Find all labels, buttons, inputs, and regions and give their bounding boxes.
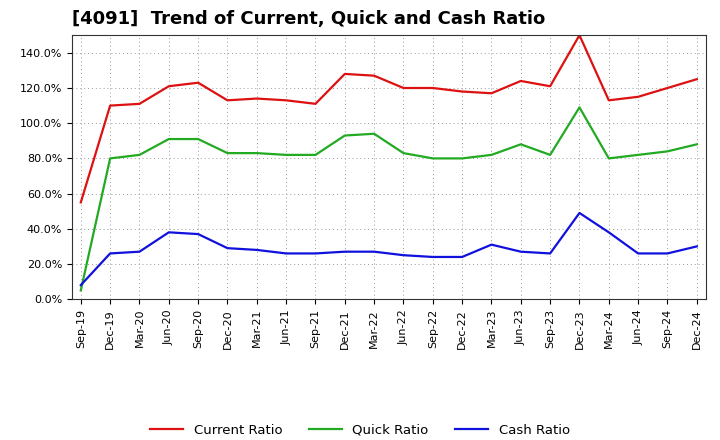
Quick Ratio — [487, 152, 496, 158]
Quick Ratio — [106, 156, 114, 161]
Cash Ratio — [663, 251, 672, 256]
Current Ratio — [458, 89, 467, 94]
Quick Ratio — [164, 136, 173, 142]
Cash Ratio — [76, 282, 85, 288]
Current Ratio — [575, 33, 584, 38]
Quick Ratio — [399, 150, 408, 156]
Line: Current Ratio: Current Ratio — [81, 35, 697, 202]
Current Ratio — [76, 200, 85, 205]
Current Ratio — [341, 71, 349, 77]
Quick Ratio — [223, 150, 232, 156]
Cash Ratio — [370, 249, 379, 254]
Quick Ratio — [341, 133, 349, 138]
Quick Ratio — [516, 142, 525, 147]
Quick Ratio — [370, 131, 379, 136]
Cash Ratio — [428, 254, 437, 260]
Legend: Current Ratio, Quick Ratio, Cash Ratio: Current Ratio, Quick Ratio, Cash Ratio — [145, 418, 575, 440]
Quick Ratio — [693, 142, 701, 147]
Current Ratio — [634, 94, 642, 99]
Quick Ratio — [575, 105, 584, 110]
Quick Ratio — [282, 152, 290, 158]
Cash Ratio — [546, 251, 554, 256]
Line: Quick Ratio: Quick Ratio — [81, 107, 697, 290]
Cash Ratio — [106, 251, 114, 256]
Cash Ratio — [634, 251, 642, 256]
Quick Ratio — [76, 288, 85, 293]
Quick Ratio — [135, 152, 144, 158]
Cash Ratio — [311, 251, 320, 256]
Cash Ratio — [164, 230, 173, 235]
Quick Ratio — [634, 152, 642, 158]
Cash Ratio — [253, 247, 261, 253]
Current Ratio — [106, 103, 114, 108]
Current Ratio — [487, 91, 496, 96]
Current Ratio — [370, 73, 379, 78]
Current Ratio — [428, 85, 437, 91]
Cash Ratio — [516, 249, 525, 254]
Text: [4091]  Trend of Current, Quick and Cash Ratio: [4091] Trend of Current, Quick and Cash … — [72, 10, 545, 28]
Current Ratio — [282, 98, 290, 103]
Line: Cash Ratio: Cash Ratio — [81, 213, 697, 285]
Cash Ratio — [605, 230, 613, 235]
Cash Ratio — [458, 254, 467, 260]
Cash Ratio — [282, 251, 290, 256]
Quick Ratio — [546, 152, 554, 158]
Cash Ratio — [693, 244, 701, 249]
Quick Ratio — [253, 150, 261, 156]
Quick Ratio — [663, 149, 672, 154]
Quick Ratio — [194, 136, 202, 142]
Quick Ratio — [311, 152, 320, 158]
Current Ratio — [693, 77, 701, 82]
Current Ratio — [399, 85, 408, 91]
Cash Ratio — [135, 249, 144, 254]
Quick Ratio — [428, 156, 437, 161]
Current Ratio — [194, 80, 202, 85]
Cash Ratio — [575, 210, 584, 216]
Quick Ratio — [605, 156, 613, 161]
Cash Ratio — [487, 242, 496, 247]
Current Ratio — [164, 84, 173, 89]
Current Ratio — [311, 101, 320, 106]
Current Ratio — [516, 78, 525, 84]
Current Ratio — [605, 98, 613, 103]
Current Ratio — [663, 85, 672, 91]
Current Ratio — [546, 84, 554, 89]
Cash Ratio — [194, 231, 202, 237]
Cash Ratio — [341, 249, 349, 254]
Quick Ratio — [458, 156, 467, 161]
Current Ratio — [223, 98, 232, 103]
Current Ratio — [135, 101, 144, 106]
Cash Ratio — [223, 246, 232, 251]
Current Ratio — [253, 96, 261, 101]
Cash Ratio — [399, 253, 408, 258]
